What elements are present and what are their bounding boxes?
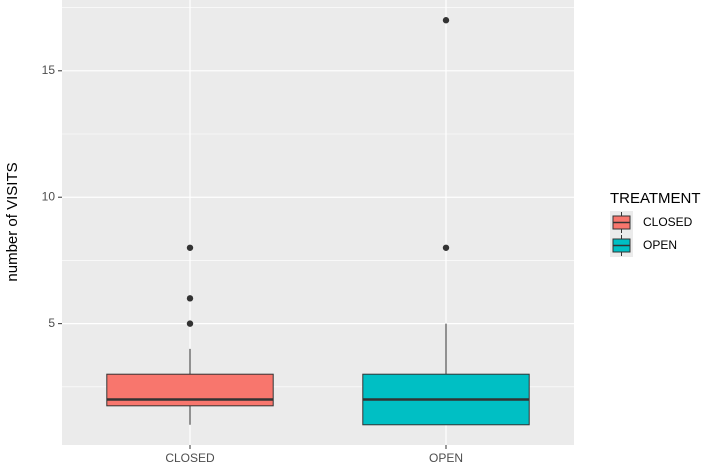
y-tick-label: 10 xyxy=(42,189,56,203)
legend-label: CLOSED xyxy=(643,215,693,229)
outlier xyxy=(186,320,194,327)
panel xyxy=(62,0,574,445)
outlier xyxy=(442,244,450,251)
legend-title: TREATMENT xyxy=(610,190,701,207)
y-tick-label: 15 xyxy=(42,63,56,77)
outlier xyxy=(186,244,194,251)
y-tick-label: 5 xyxy=(48,316,55,330)
x-tick-label: OPEN xyxy=(429,451,463,465)
y-axis-label: number of VISITS xyxy=(4,162,21,281)
legend-label: OPEN xyxy=(643,238,677,252)
outlier xyxy=(186,295,194,302)
outlier xyxy=(442,17,450,24)
marks xyxy=(106,17,530,426)
box xyxy=(106,373,274,407)
x-tick-label: CLOSED xyxy=(165,451,215,465)
